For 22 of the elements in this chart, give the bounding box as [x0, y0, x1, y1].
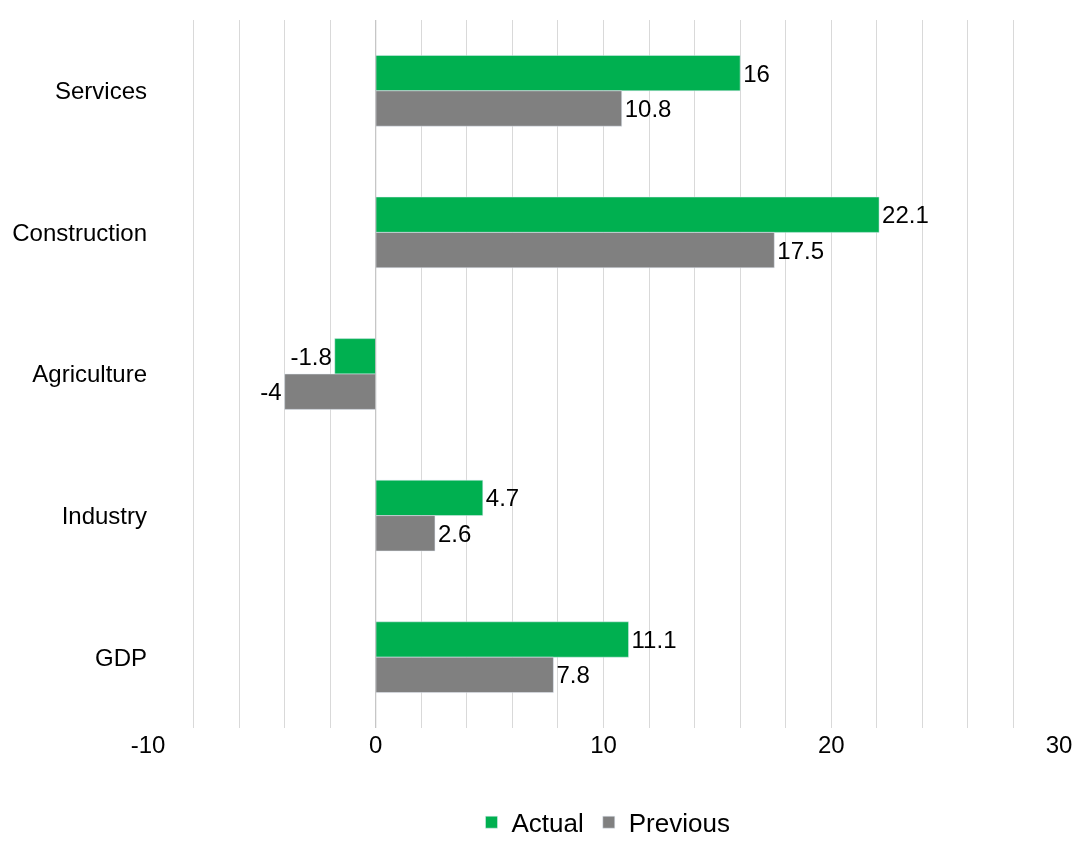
legend-label: Actual	[511, 808, 584, 839]
data-label: -1.8	[290, 342, 332, 370]
data-label: 16	[743, 59, 770, 87]
x-tick-label: 10	[590, 731, 617, 758]
x-tick-label: 0	[369, 731, 383, 758]
data-label: 17.5	[777, 236, 825, 264]
data-label: 11.1	[631, 626, 677, 653]
legend-label: Previous	[628, 808, 730, 839]
y-tick-label: Agriculture	[32, 360, 147, 388]
data-label: 4.7	[485, 484, 520, 512]
x-tick-label: 30	[1045, 731, 1073, 758]
x-tick-label: 20	[817, 731, 845, 758]
data-label: 22.1	[882, 201, 929, 229]
y-tick-label: Services	[54, 77, 147, 105]
x-tick-label: -10	[130, 731, 166, 758]
data-label: 2.6	[437, 519, 472, 547]
data-label: -4	[260, 378, 282, 406]
data-label: 10.8	[624, 95, 672, 122]
data-label: 7.8	[556, 661, 590, 689]
y-tick-label: Industry	[61, 502, 147, 529]
y-tick-label: Construction	[12, 218, 147, 246]
y-tick-label: GDP	[94, 643, 147, 671]
